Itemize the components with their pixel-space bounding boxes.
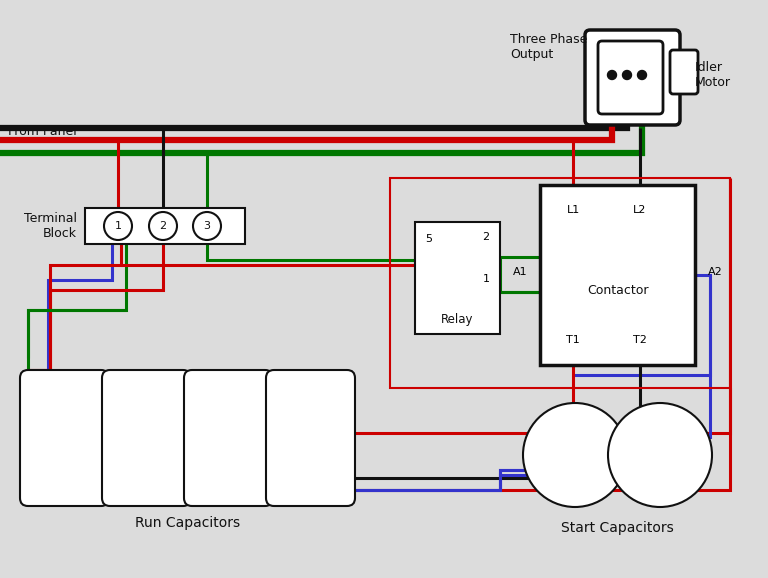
Text: Idler
Motor: Idler Motor — [695, 61, 731, 89]
Bar — [390, 178, 730, 388]
Text: L2: L2 — [634, 205, 647, 215]
Text: 2: 2 — [482, 232, 489, 242]
FancyBboxPatch shape — [102, 370, 191, 506]
FancyBboxPatch shape — [585, 30, 680, 125]
Text: Run Capacitors: Run Capacitors — [135, 516, 240, 530]
FancyBboxPatch shape — [670, 50, 698, 94]
Text: T1: T1 — [566, 335, 580, 345]
Circle shape — [607, 71, 617, 80]
Circle shape — [623, 71, 631, 80]
Text: A1: A1 — [513, 267, 528, 277]
Text: 1: 1 — [114, 221, 121, 231]
Text: Three Phase
Output: Three Phase Output — [510, 33, 588, 61]
FancyBboxPatch shape — [266, 370, 355, 506]
Text: 2: 2 — [160, 221, 167, 231]
FancyBboxPatch shape — [20, 370, 109, 506]
Text: 5: 5 — [425, 234, 432, 244]
Text: T2: T2 — [633, 335, 647, 345]
Circle shape — [193, 212, 221, 240]
Bar — [85, 208, 245, 244]
Text: From Panel: From Panel — [8, 125, 77, 138]
Text: Start Capacitors: Start Capacitors — [561, 521, 674, 535]
Text: 3: 3 — [204, 221, 210, 231]
Circle shape — [523, 403, 627, 507]
Bar — [540, 185, 695, 365]
Circle shape — [104, 212, 132, 240]
FancyBboxPatch shape — [598, 41, 663, 114]
FancyBboxPatch shape — [184, 370, 273, 506]
Text: Terminal
Block: Terminal Block — [24, 212, 77, 240]
Circle shape — [608, 403, 712, 507]
Circle shape — [149, 212, 177, 240]
Text: Contactor: Contactor — [587, 283, 648, 297]
Circle shape — [637, 71, 647, 80]
Text: Relay: Relay — [442, 313, 474, 327]
Text: L1: L1 — [566, 205, 580, 215]
Text: A2: A2 — [707, 267, 723, 277]
Text: 1: 1 — [482, 274, 489, 284]
Bar — [415, 222, 500, 334]
